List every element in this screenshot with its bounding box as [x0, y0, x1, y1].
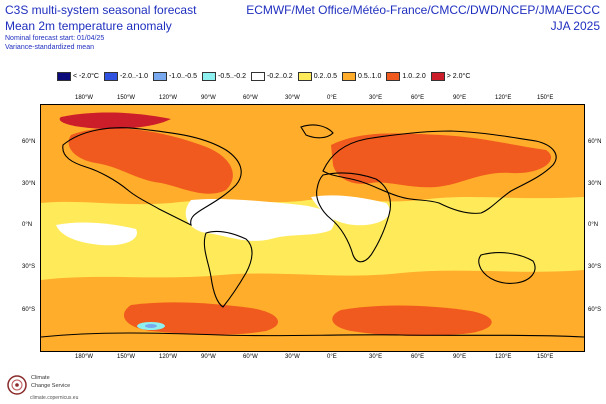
legend-item: < -2.0°C	[57, 71, 99, 81]
longitude-label-top: 60°E	[411, 95, 425, 101]
longitude-label-top: 150°W	[117, 95, 136, 101]
longitude-label-bottom: 180°W	[75, 354, 94, 360]
legend-swatch	[430, 71, 445, 81]
latitude-label-left: 60°N	[22, 139, 36, 145]
longitude-label-bottom: 90°E	[453, 354, 467, 360]
sahara-neutral-zone	[311, 195, 390, 226]
longitude-label-bottom: 90°W	[201, 354, 216, 360]
color-legend: < -2.0°C -2.0..-1.0 -1.0..-0.5 -0.5..-0.2 -0…	[57, 69, 475, 83]
latitude-label-right: 60°N	[588, 139, 602, 145]
longitude-label-top: 60°W	[243, 95, 258, 101]
longitude-label-top: 90°W	[201, 95, 216, 101]
legend-item: -1.0..-0.5	[152, 71, 197, 81]
longitude-label-bottom: 150°E	[537, 354, 554, 360]
antarctica-coastline	[41, 332, 584, 338]
legend-label: -1.0..-0.5	[168, 72, 197, 80]
legend-label: 0.2..0.5	[313, 72, 338, 80]
latitude-label-left: 60°S	[22, 307, 36, 313]
climate-service-logo-icon	[7, 375, 27, 395]
forecast-start-text: Nominal forecast start: 01/04/25	[5, 35, 105, 42]
longitude-label-top: 90°E	[453, 95, 467, 101]
latitude-label-right: 0°N	[588, 222, 599, 228]
north-america-outline	[62, 127, 242, 227]
legend-item: -2.0..-1.0	[103, 71, 148, 81]
latitude-label-left: 30°N	[22, 181, 36, 187]
legend-swatch	[251, 71, 265, 81]
longitude-label-bottom: 150°W	[117, 354, 136, 360]
legend-label: < -2.0°C	[73, 72, 99, 80]
legend-swatch	[342, 71, 357, 81]
map-panel	[40, 104, 585, 352]
longitude-label-bottom: 120°E	[495, 354, 512, 360]
copernicus-logo: Climate Change Service	[6, 374, 70, 396]
latitude-label-right: 30°S	[588, 264, 602, 270]
anomaly-map	[41, 105, 584, 351]
logo-line-1: Climate	[31, 375, 50, 381]
coastlines	[41, 124, 584, 338]
legend-item: -0.5..-0.2	[201, 71, 246, 81]
arctic-dark-red-patch	[59, 112, 171, 129]
legend-item: 0.2..0.5	[297, 71, 338, 81]
map-title: C3S multi-system seasonal forecast	[5, 3, 197, 17]
legend-label: -2.0..-1.0	[119, 72, 148, 80]
legend-swatch	[386, 71, 401, 81]
longitude-label-bottom: 60°E	[411, 354, 425, 360]
australia-outline	[478, 252, 536, 284]
longitude-label-top: 30°W	[285, 95, 300, 101]
map-subtitle: Mean 2m temperature anomaly	[5, 19, 172, 33]
eurasia-red-zone	[331, 133, 552, 188]
logo-line-2: Change Service	[31, 383, 71, 389]
legend-item: -0.2..0.2	[251, 71, 293, 81]
latitude-label-left: 0°N	[22, 222, 33, 228]
legend-label: 1.0..2.0	[402, 72, 426, 80]
longitude-label-top: 0°E	[327, 95, 337, 101]
south-america-outline	[203, 230, 253, 308]
greenland-outline	[300, 124, 334, 139]
africa-outline	[316, 172, 392, 263]
latitude-label-right: 30°N	[588, 181, 602, 187]
longitude-label-top: 180°W	[75, 95, 94, 101]
logo-url-text: climate.copernicus.eu	[30, 395, 79, 401]
longitude-label-bottom: 30°W	[285, 354, 300, 360]
longitude-label-bottom: 0°E	[327, 354, 337, 360]
longitude-label-bottom: 30°E	[369, 354, 383, 360]
legend-swatch	[201, 71, 216, 81]
legend-swatch	[103, 71, 118, 81]
legend-swatch	[152, 71, 167, 81]
centres-list: ECMWF/Met Office/Météo-France/CMCC/DWD/N…	[246, 3, 600, 17]
longitude-label-top: 120°E	[495, 95, 512, 101]
longitude-label-bottom: 120°W	[159, 354, 178, 360]
legend-label: 0.5..1.0	[358, 72, 382, 80]
pacific-neutral-zone	[56, 222, 137, 246]
legend-item: 0.5..1.0	[342, 71, 382, 81]
longitude-label-top: 30°E	[369, 95, 383, 101]
legend-label: -0.2..0.2	[267, 72, 293, 80]
latitude-label-left: 30°S	[22, 264, 36, 270]
longitude-label-top: 150°E	[537, 95, 554, 101]
season-label: JJA 2025	[550, 19, 600, 33]
legend-item: > 2.0°C	[430, 71, 471, 81]
longitude-label-top: 120°W	[159, 95, 178, 101]
longitude-label-bottom: 60°W	[243, 354, 258, 360]
legend-item: 1.0..2.0	[386, 71, 426, 81]
legend-label: > 2.0°C	[446, 72, 471, 80]
legend-swatch	[57, 71, 71, 81]
method-text: Variance-standardized mean	[5, 44, 94, 51]
north-america-red-zone	[68, 128, 233, 194]
latitude-label-right: 60°S	[588, 307, 602, 313]
legend-swatch	[297, 71, 312, 81]
legend-label: -0.5..-0.2	[217, 72, 246, 80]
southern-ocean-red-zone-east	[332, 305, 492, 336]
atlantic-neutral-zone	[185, 198, 335, 241]
cool-anomaly-core	[145, 324, 157, 328]
eurasia-outline	[322, 130, 557, 214]
